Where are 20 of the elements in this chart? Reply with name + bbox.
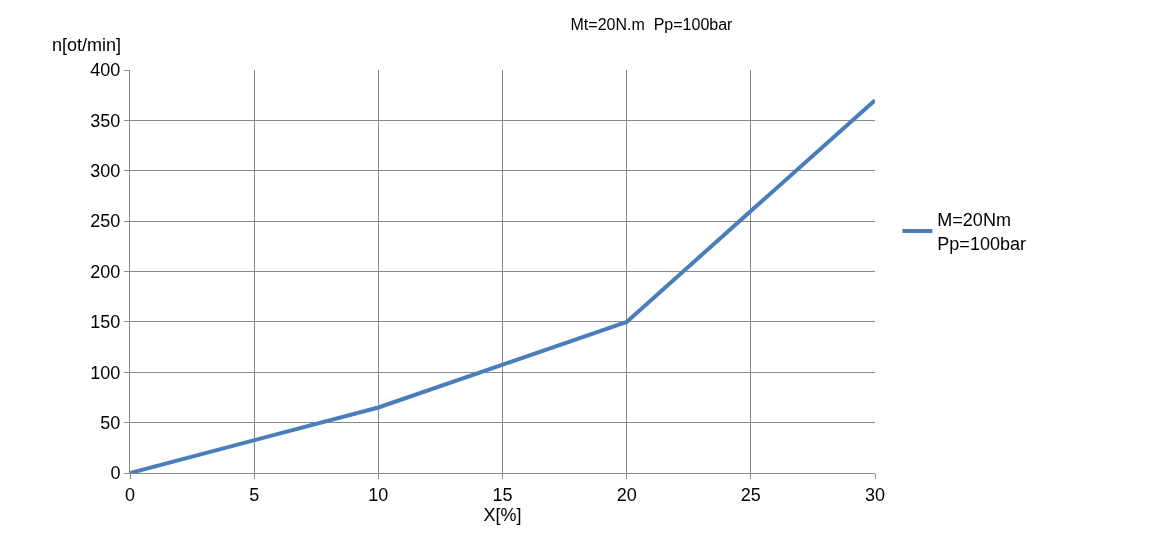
y-tick-label: 0 xyxy=(110,463,121,484)
y-tick-label: 350 xyxy=(90,110,121,131)
chart-title: Mt=20N.m Pp=100bar xyxy=(570,16,734,34)
x-tick-label: 10 xyxy=(368,484,389,505)
y-axis-title: n[ot/min] xyxy=(52,35,122,55)
y-tick-label: 150 xyxy=(90,312,121,333)
y-tick-label: 200 xyxy=(90,261,121,282)
x-tick-label: 5 xyxy=(249,484,260,505)
y-tick-label: 100 xyxy=(90,362,121,383)
legend-label: M=20Nm Pp=100bar xyxy=(937,210,1026,254)
x-tick-label: 20 xyxy=(616,484,637,505)
y-tick-label: 50 xyxy=(100,412,121,433)
y-tick-label: 250 xyxy=(90,211,121,232)
x-tick-label: 25 xyxy=(740,484,761,505)
x-axis-title: X[%] xyxy=(483,504,522,525)
y-tick-label: 300 xyxy=(90,161,121,182)
x-tick-label: 30 xyxy=(864,484,886,505)
y-tick-label: 400 xyxy=(90,60,121,81)
x-tick-label: 0 xyxy=(124,484,136,505)
x-tick-label: 15 xyxy=(492,484,513,505)
